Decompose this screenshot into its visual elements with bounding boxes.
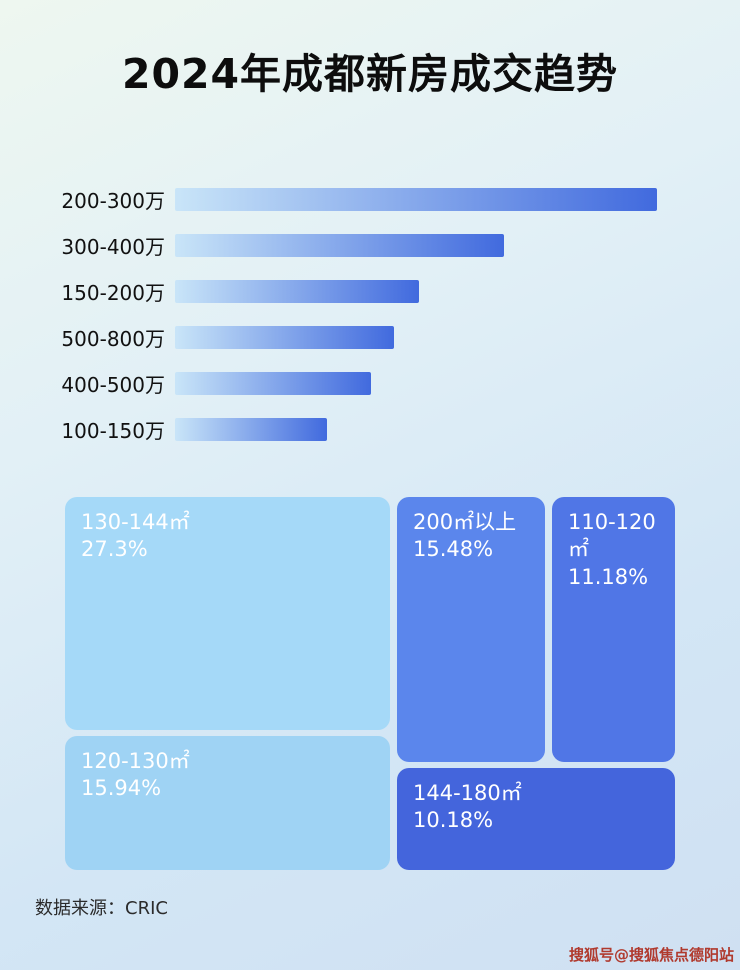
bar: [175, 371, 372, 395]
treemap-cell-label: 110-120㎡: [568, 510, 656, 562]
bar-row: 300-400万: [30, 222, 720, 268]
bar: [175, 233, 505, 257]
treemap-cell-value: 15.48%: [413, 537, 494, 562]
watermark-label: 搜狐号@搜狐焦点德阳站: [568, 946, 734, 964]
bar-category-label: 300-400万: [61, 234, 165, 259]
bar: [175, 325, 394, 349]
treemap-cell: 110-120㎡ 11.18%: [552, 497, 675, 762]
treemap-cell-value: 10.18%: [413, 808, 494, 833]
bar-category-label: 100-150万: [61, 418, 165, 443]
bar: [175, 279, 419, 303]
bar-chart: 200-300万 300-400万 150-200万 500-800万 400-500万…: [30, 176, 720, 452]
bar-track: [175, 279, 720, 303]
page-title: 2024年成都新房成交趋势: [121, 50, 619, 98]
bar-category-label: 200-300万: [61, 188, 165, 213]
bar-row: 400-500万: [30, 360, 720, 406]
bar: [175, 417, 327, 441]
bar-category-label: 400-500万: [61, 372, 165, 397]
bar-track: [175, 417, 720, 441]
treemap-cell-value: 11.18%: [568, 564, 649, 589]
bar-row: 100-150万: [30, 406, 720, 452]
treemap-cell-label: 120-130㎡: [81, 749, 190, 773]
treemap-cell: 144-180㎡ 10.18%: [397, 768, 675, 870]
treemap-cell: 130-144㎡ 27.3%: [65, 497, 390, 730]
bar-track: [175, 187, 720, 211]
bar-row: 500-800万: [30, 314, 720, 360]
bar-category-label: 150-200万: [61, 280, 165, 305]
bar-track: [175, 325, 720, 349]
treemap-cell-label: 130-144㎡: [81, 510, 190, 534]
treemap-cell-value: 27.3%: [81, 537, 148, 562]
treemap-cell-label: 144-180㎡: [413, 781, 522, 805]
treemap-cell: 120-130㎡ 15.94%: [65, 736, 390, 870]
bar-track: [175, 233, 720, 257]
bar-row: 200-300万: [30, 176, 720, 222]
bar-track: [175, 371, 720, 395]
treemap-cell: 200㎡以上 15.48%: [397, 497, 545, 762]
bar-row: 150-200万: [30, 268, 720, 314]
bar-category-label: 500-800万: [61, 326, 165, 351]
treemap-cell-value: 15.94%: [81, 776, 162, 801]
treemap-cell-label: 200㎡以上: [413, 510, 517, 534]
data-source-label: 数据来源：CRIC: [35, 898, 168, 919]
bar: [175, 187, 657, 211]
